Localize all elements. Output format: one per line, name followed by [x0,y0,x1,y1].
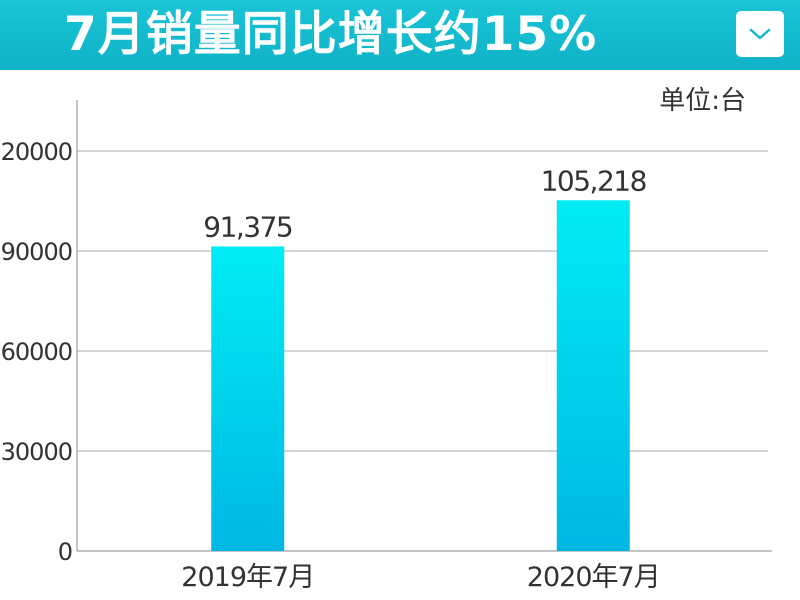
y-tick-label: 120000 [0,138,72,166]
bar-value-label: 105,218 [541,164,646,197]
bar-chart: 0 30000 60000 90000 120000 91,375 2019年7月 105,2… [0,100,772,593]
bar [211,246,285,551]
y-tick-label: 60000 [1,338,72,366]
y-tick-label: 0 [58,538,72,566]
header-banner: 7月销量同比增长约15% [0,0,800,70]
dropdown-button[interactable] [736,11,784,57]
y-tick-label: 90000 [1,238,72,266]
y-tick-label: 30000 [1,438,72,466]
chevron-down-icon [749,28,771,40]
bar [556,200,630,552]
x-tick-label: 2019年7月 [181,562,314,593]
header-title: 7月销量同比增长约15% [64,7,598,62]
unit-label: 单位:台 [659,86,746,116]
bar-value-label: 91,375 [203,210,292,243]
x-tick-label: 2020年7月 [527,562,660,593]
